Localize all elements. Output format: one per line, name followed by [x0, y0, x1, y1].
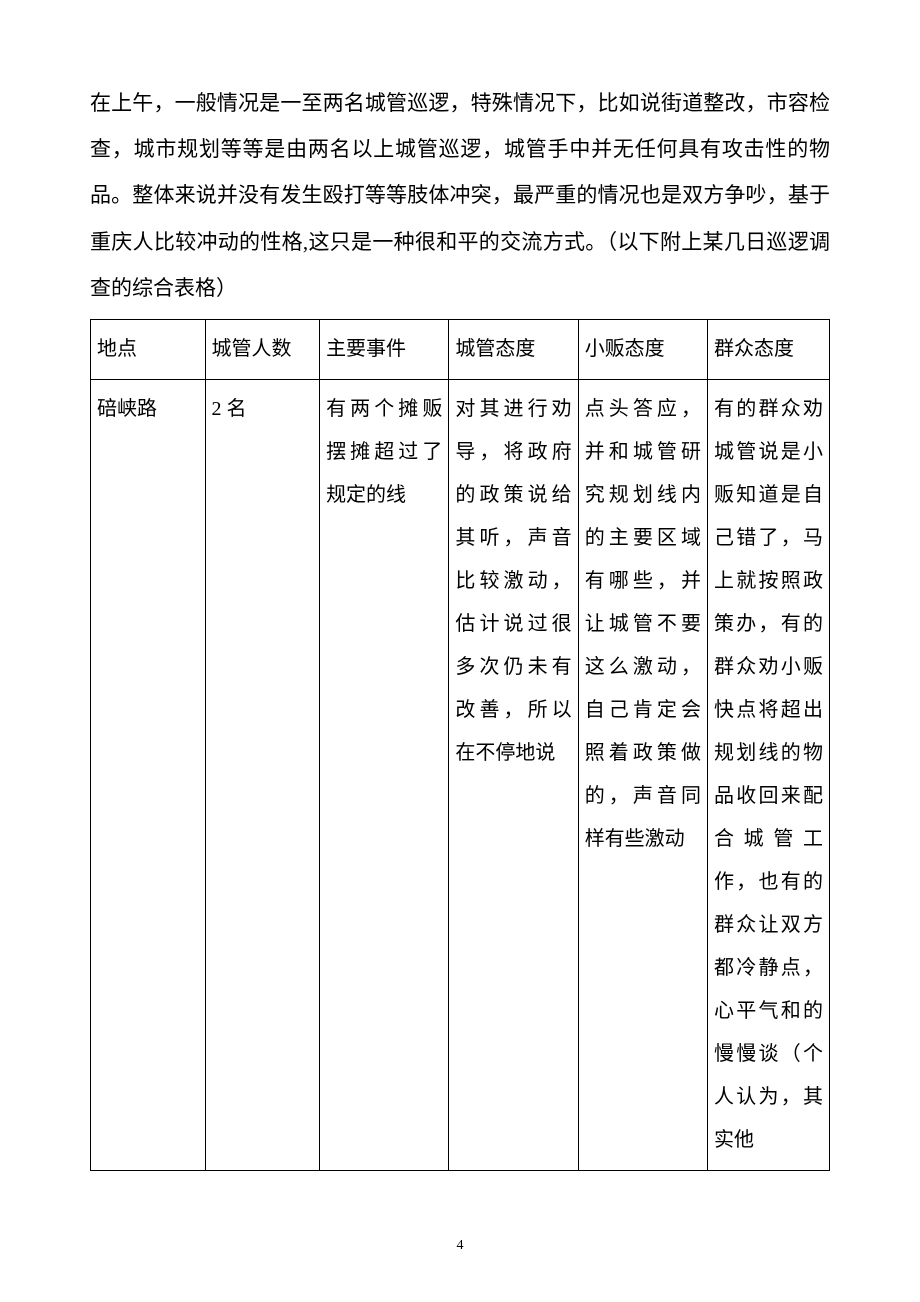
header-location: 地点 [91, 319, 206, 379]
table-header-row: 地点 城管人数 主要事件 城管态度 小贩态度 群众态度 [91, 319, 830, 379]
intro-paragraph: 在上午，一般情况是一至两名城管巡逻，特殊情况下，比如说街道整改，市容检查，城市规… [90, 80, 830, 311]
survey-table: 地点 城管人数 主要事件 城管态度 小贩态度 群众态度 碚峡路 2 名 有两个摊… [90, 319, 830, 1171]
cell-event: 有两个摊贩摆摊超过了规定的线 [320, 379, 449, 1170]
header-count: 城管人数 [205, 319, 320, 379]
cell-location: 碚峡路 [91, 379, 206, 1170]
header-public: 群众态度 [708, 319, 830, 379]
cell-vendor-attitude: 点头答应，并和城管研究规划线内的主要区域有哪些，并让城管不要这么激动，自己肯定会… [578, 379, 707, 1170]
table-row: 碚峡路 2 名 有两个摊贩摆摊超过了规定的线 对其进行劝导，将政府的政策说给其听… [91, 379, 830, 1170]
page-number: 4 [0, 1238, 920, 1254]
header-event: 主要事件 [320, 319, 449, 379]
cell-chengguan-attitude: 对其进行劝导，将政府的政策说给其听，声音比较激动，估计说过很多次仍未有改善，所以… [449, 379, 578, 1170]
cell-public-attitude: 有的群众劝城管说是小贩知道是自己错了，马上就按照政策办，有的群众劝小贩快点将超出… [708, 379, 830, 1170]
cell-count: 2 名 [205, 379, 320, 1170]
header-chengguan: 城管态度 [449, 319, 578, 379]
header-vendor: 小贩态度 [578, 319, 707, 379]
